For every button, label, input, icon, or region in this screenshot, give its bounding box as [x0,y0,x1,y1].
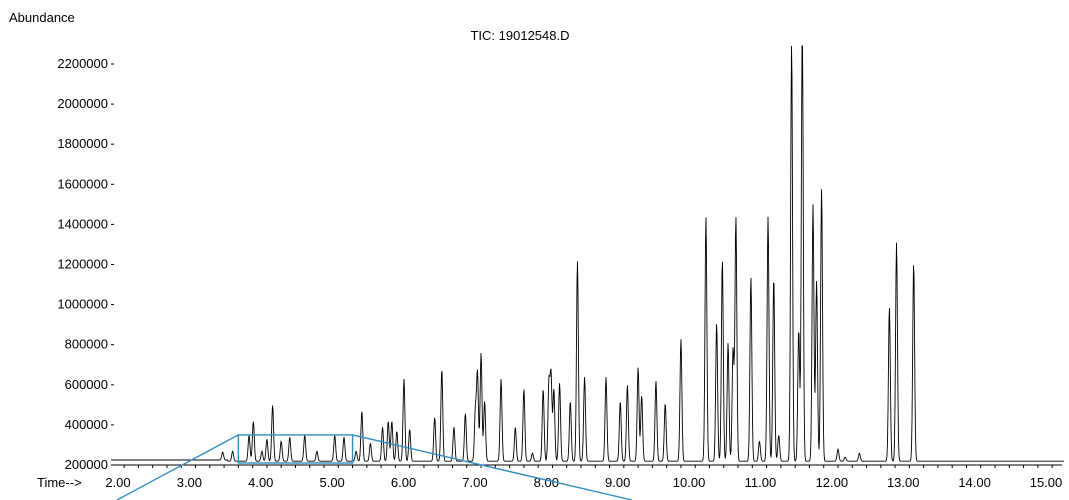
x-tick-label: 3.00 [177,475,202,490]
x-tick-label: 6.00 [391,475,416,490]
y-tick-label: 1000000 [57,297,108,312]
zoom-region-box [237,434,354,464]
zoom-leader-right [352,434,633,500]
zoom-inset-indicator [116,434,633,500]
y-tick-label: 1800000 [57,136,108,151]
x-tick-label: 13.00 [887,475,920,490]
y-tick-label: 2200000 [57,56,108,71]
tic-trace [111,45,1064,462]
y-tick-label: 400000 [65,417,108,432]
y-tick-label: 200000 [65,457,108,472]
zoom-leader-left [116,434,239,500]
y-tick-label: 1600000 [57,176,108,191]
y-tick-label: 2000000 [57,96,108,111]
y-tick-label: 1400000 [57,216,108,231]
x-tick-label: 2.00 [105,475,130,490]
x-tick-label: 12.00 [816,475,849,490]
y-tick-label: 800000 [65,337,108,352]
x-axis: Time--> 2.00 3.00 4.00 5.00 6.00 7.00 8.00 9.00 1… [37,464,1063,490]
x-tick-label: 15.00 [1030,475,1063,490]
x-tick-label: 10.00 [673,475,706,490]
y-tick-label: 600000 [65,377,108,392]
x-tick-label: 4.00 [248,475,273,490]
x-tick-label: 5.00 [319,475,344,490]
x-axis-label: Time--> [37,475,82,490]
x-tick-label: 7.00 [462,475,487,490]
chart-title: TIC: 19012548.D [470,28,569,43]
y-axis-label: Abundance [9,10,75,25]
x-tick-label: 14.00 [958,475,991,490]
y-axis: 200000 400000 600000 800000 1000000 1200000 14… [57,56,114,472]
x-tick-label: 11.00 [745,475,777,490]
x-tick-label: 9.00 [605,475,630,490]
y-tick-label: 1200000 [57,257,108,272]
